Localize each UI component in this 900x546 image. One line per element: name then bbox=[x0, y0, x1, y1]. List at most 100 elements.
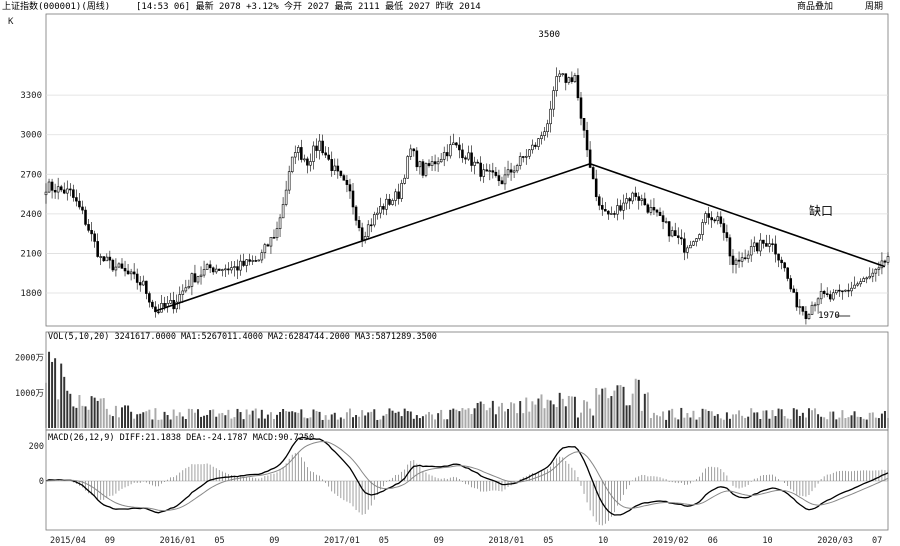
candle-body bbox=[683, 238, 686, 253]
candle-body bbox=[169, 300, 172, 304]
x-tick-label: 2018/01 bbox=[488, 536, 524, 546]
volume-bar bbox=[583, 400, 586, 428]
volume-bar bbox=[850, 415, 853, 428]
volume-bar bbox=[175, 415, 178, 428]
volume-bar bbox=[309, 417, 312, 428]
candle-body bbox=[351, 190, 355, 208]
candle-body bbox=[756, 242, 759, 252]
candle-body bbox=[467, 152, 470, 160]
x-tick-label: 2016/01 bbox=[160, 536, 196, 546]
candle-body bbox=[403, 177, 406, 184]
volume-bar bbox=[148, 409, 151, 428]
volume-bar bbox=[136, 414, 139, 428]
candle-body bbox=[436, 161, 440, 165]
overlay-button[interactable]: 商品叠加 bbox=[797, 2, 834, 12]
candle-body bbox=[461, 149, 464, 159]
candle-body bbox=[798, 306, 802, 308]
candle-body bbox=[47, 181, 51, 193]
volume-bar bbox=[339, 417, 342, 428]
candle-body bbox=[670, 230, 674, 237]
candle-body bbox=[883, 260, 887, 263]
volume-bar bbox=[263, 418, 266, 428]
candle-body bbox=[521, 156, 525, 158]
candle-body bbox=[126, 270, 130, 275]
candle-body bbox=[765, 243, 768, 247]
volume-bar bbox=[683, 417, 686, 428]
candle-body bbox=[312, 145, 315, 162]
volume-bar bbox=[479, 401, 482, 428]
candle-body bbox=[777, 253, 780, 261]
volume-bar bbox=[567, 395, 570, 428]
candle-body bbox=[360, 227, 364, 241]
volume-bar bbox=[181, 416, 184, 428]
volume-bar bbox=[747, 416, 750, 428]
candle-body bbox=[382, 206, 385, 210]
volume-bar bbox=[783, 416, 786, 428]
candle-body bbox=[725, 232, 729, 238]
volume-bar bbox=[637, 379, 640, 428]
candle-body bbox=[217, 268, 221, 271]
candle-body bbox=[871, 272, 875, 277]
candle-body bbox=[333, 165, 337, 171]
candle-body bbox=[707, 213, 710, 218]
candle-body bbox=[205, 264, 209, 270]
volume-bar bbox=[801, 412, 804, 428]
volume-bar bbox=[51, 361, 54, 428]
volume-bar bbox=[306, 418, 309, 428]
volume-bar bbox=[236, 408, 239, 428]
candle-body bbox=[160, 303, 163, 313]
candle-body bbox=[221, 269, 224, 271]
candle-body bbox=[56, 186, 60, 193]
candle-body bbox=[655, 209, 659, 213]
candle-body bbox=[485, 169, 489, 172]
volume-bar bbox=[668, 410, 671, 428]
candle-body bbox=[746, 254, 750, 259]
quote-bar: 上证指数(000001)(周线) [14:53 06] 最新 2078 +3.1… bbox=[0, 0, 900, 14]
volume-bar bbox=[84, 406, 87, 428]
volume-bar bbox=[710, 411, 713, 428]
x-tick-label: 2017/01 bbox=[324, 536, 360, 546]
candle-body bbox=[841, 290, 844, 293]
candle-body bbox=[819, 290, 823, 300]
volume-bar bbox=[671, 408, 674, 428]
price-axis-label: K bbox=[8, 17, 14, 27]
volume-bar bbox=[348, 408, 351, 428]
volume-bar bbox=[592, 415, 595, 428]
candle-body bbox=[418, 161, 422, 168]
candle-body bbox=[275, 228, 279, 239]
candle-body bbox=[287, 171, 291, 191]
volume-bar bbox=[859, 417, 862, 428]
volume-bar bbox=[649, 418, 652, 428]
volume-bar bbox=[789, 419, 792, 428]
period-button[interactable]: 周期 bbox=[865, 2, 884, 12]
volume-bar bbox=[373, 409, 376, 428]
volume-bar bbox=[169, 419, 172, 428]
candle-body bbox=[555, 76, 558, 91]
candle-body bbox=[549, 108, 552, 125]
volume-bar bbox=[677, 419, 680, 428]
volume-bar bbox=[847, 417, 850, 428]
volume-bar bbox=[589, 408, 592, 428]
volume-bar bbox=[628, 405, 631, 428]
volume-bar bbox=[440, 409, 443, 428]
candle-body bbox=[813, 304, 817, 307]
candle-body bbox=[828, 294, 832, 300]
volume-bar bbox=[537, 398, 540, 428]
volume-bar bbox=[546, 399, 549, 428]
candle-body bbox=[190, 273, 194, 287]
volume-bar bbox=[738, 410, 741, 428]
volume-bar bbox=[488, 407, 491, 428]
candle-body bbox=[731, 255, 735, 265]
volume-bar bbox=[814, 408, 817, 428]
volume-bar bbox=[127, 405, 130, 428]
candle-body bbox=[825, 293, 829, 295]
candle-body bbox=[473, 161, 476, 166]
volume-bar bbox=[707, 410, 710, 428]
candle-body bbox=[579, 97, 583, 119]
volume-bar bbox=[580, 412, 582, 428]
candle-body bbox=[622, 202, 625, 211]
candle-body bbox=[50, 181, 54, 191]
volume-bar bbox=[604, 387, 607, 428]
candle-body bbox=[242, 260, 245, 266]
trendlines bbox=[155, 162, 886, 312]
